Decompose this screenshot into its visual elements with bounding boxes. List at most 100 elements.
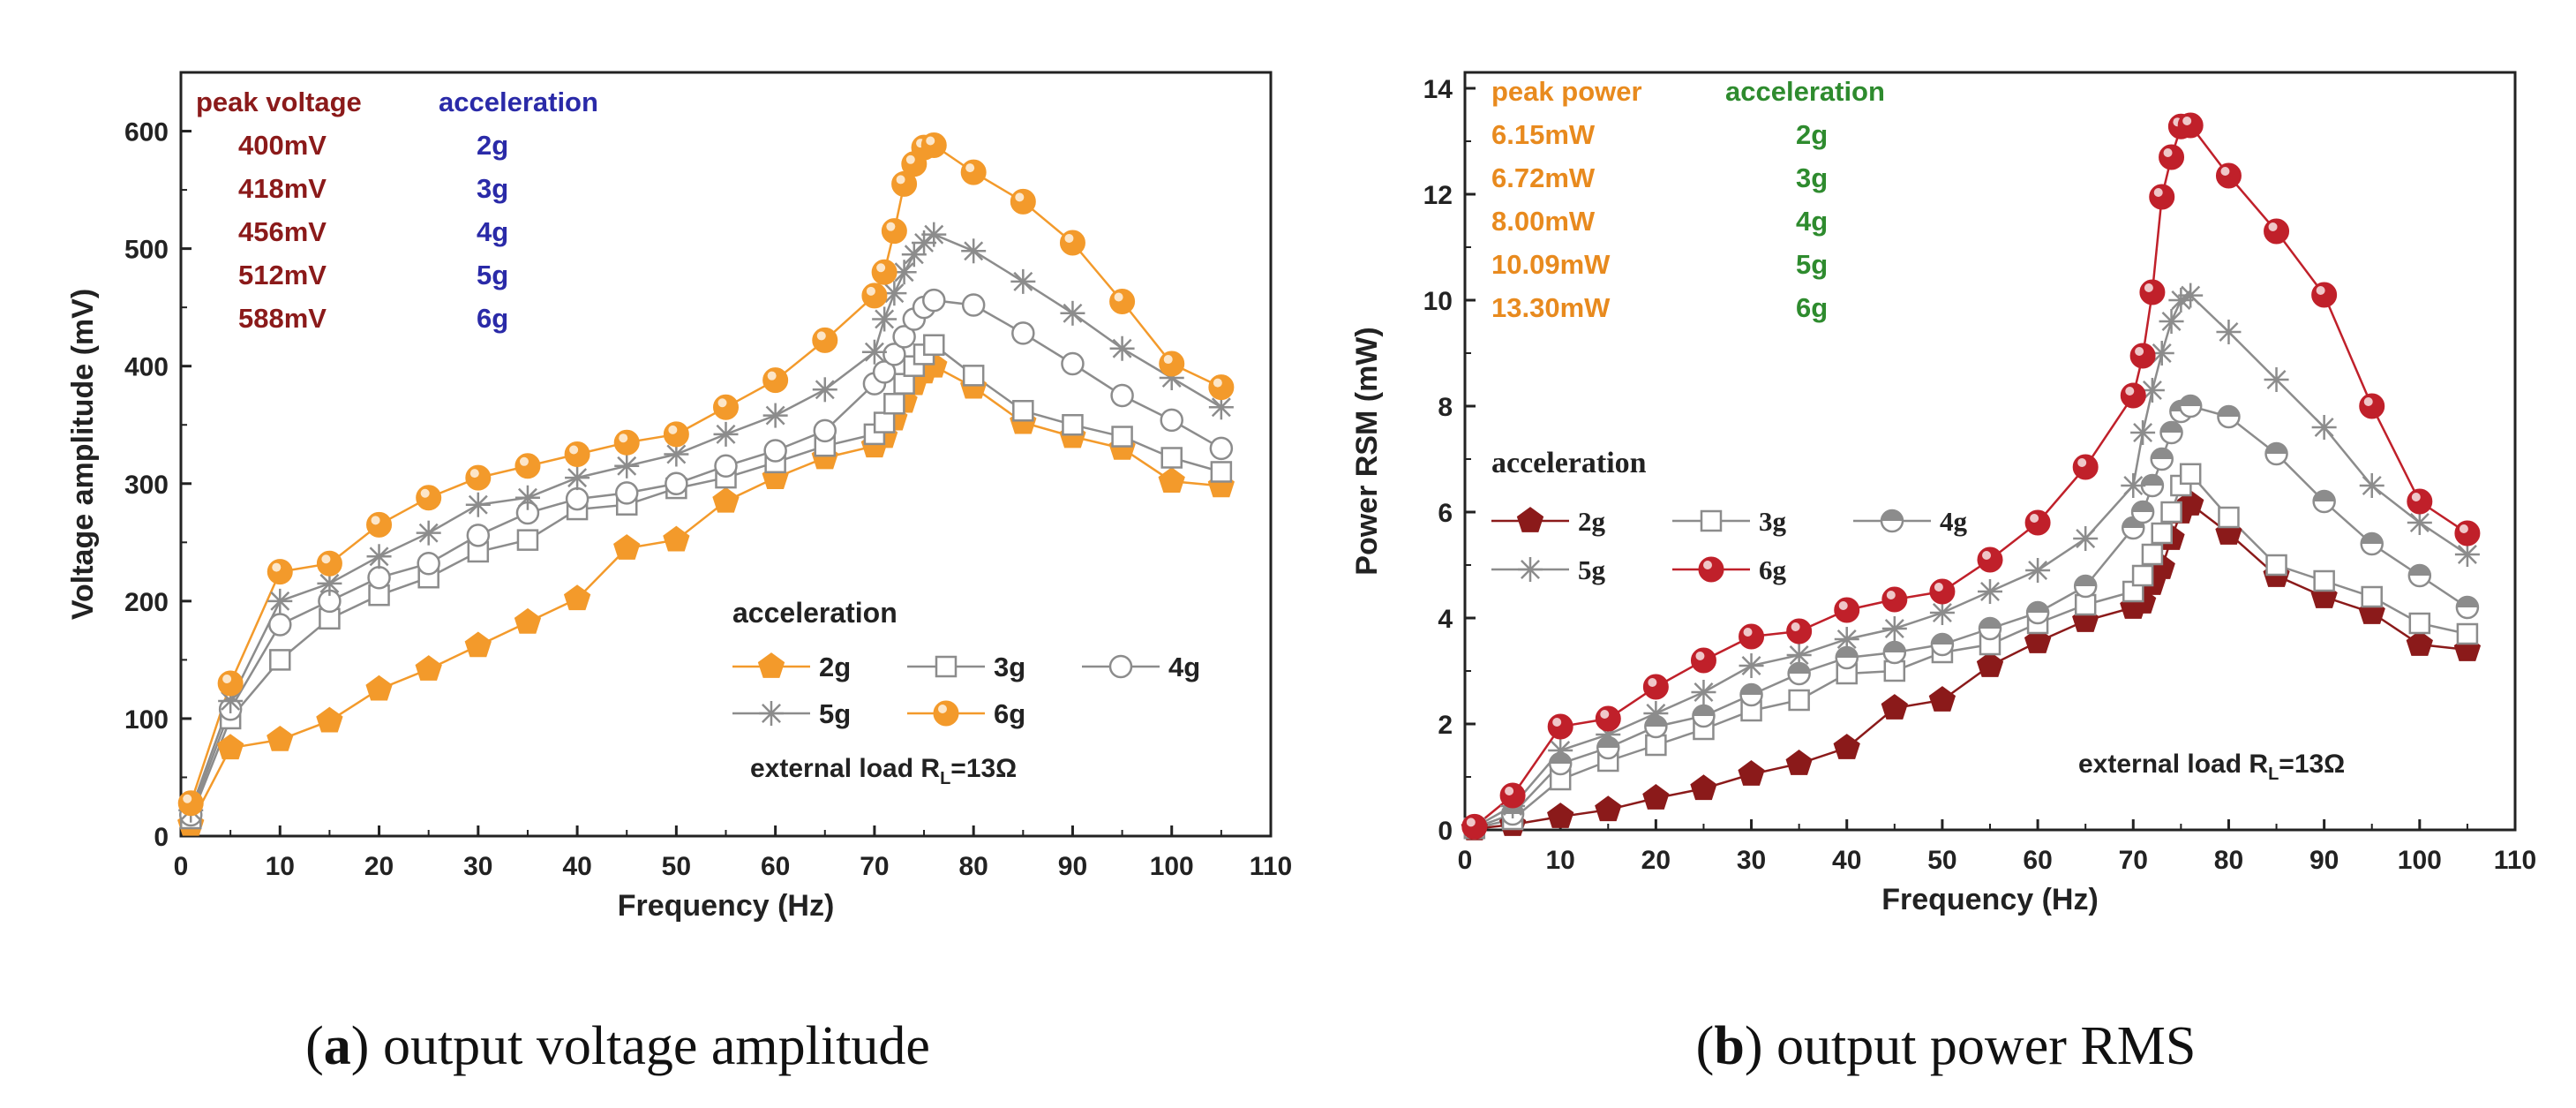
chart-b-series-6g-point-17 xyxy=(2149,184,2175,210)
chart-a-series-6g-point-24 xyxy=(1109,289,1136,314)
chart-b-series-2g-point-11-shape xyxy=(1976,652,2004,677)
chart-b-series-4g-point-10 xyxy=(1930,632,1955,657)
chart-a-series-4g-point-26 xyxy=(1209,436,1234,461)
chart-b-series-4g-point-18-half xyxy=(2160,422,2182,433)
chart-a-series-4g-point-15 xyxy=(872,360,897,384)
chart-a-series-5g-point-4-ray-3 xyxy=(369,546,389,567)
chart-a-series-4g-point-6-shape xyxy=(466,524,491,547)
chart-a-series-6g-point-1 xyxy=(217,670,244,697)
chart-b-series-4g-point-9-half xyxy=(1883,642,1905,652)
chart-a-series-6g-point-7-shape xyxy=(514,453,541,479)
chart-b-series-2g-point-7-shape xyxy=(1785,750,1813,775)
chart-b-series-3g-point-25 xyxy=(2408,612,2431,635)
chart-a-series-6g-point-14-highlight xyxy=(866,286,875,296)
chart-a-series-5g-point-22 xyxy=(1010,268,1036,294)
chart-b-series-5g-point-4 xyxy=(1643,701,1669,726)
chart-b-series-3g-point-13-shape xyxy=(2074,593,2097,616)
chart-b-series-5g-point-24-ray-3 xyxy=(2362,476,2382,495)
chart-b-series-4g-point-15-half xyxy=(2132,501,2154,512)
chart-b-series-6g-point-7-shape xyxy=(1786,618,1813,644)
chart-b-series-4g-point-8-half xyxy=(1836,647,1858,658)
chart-b-annotation-prefix: external load R xyxy=(2078,750,2268,779)
chart-b-peak-value-4g: 8.00mW xyxy=(1491,206,1596,237)
chart-a-series-5g-point-21 xyxy=(961,238,987,264)
chart-b-series-6g-point-13-shape xyxy=(2072,454,2099,480)
chart-b-series-6g-point-21-highlight xyxy=(2220,167,2230,176)
chart-b-series-4g-point-21 xyxy=(2217,404,2241,429)
chart-a-series-3g-point-21-shape xyxy=(962,365,985,387)
chart-b-series-6g-point-20-shape xyxy=(2177,112,2204,139)
chart-b-series-6g-point-18 xyxy=(2159,144,2185,170)
chart-a-series-3g-point-21 xyxy=(962,365,985,387)
chart-a-series-5g-point-15 xyxy=(872,306,897,332)
chart-a-series-4g-point-4 xyxy=(367,565,391,590)
chart-b-series-3g-point-24 xyxy=(2361,585,2383,608)
chart-b-series-5g-point-18 xyxy=(2159,309,2184,334)
chart-a-series-6g-point-10 xyxy=(663,421,689,448)
chart-a-series-4g-point-10-shape xyxy=(665,471,688,496)
chart-a-series-2g-point-6 xyxy=(464,631,492,658)
chart-a-series-6g-point-13-shape xyxy=(812,327,838,353)
chart-b-series-5g-point-13 xyxy=(2073,526,2099,551)
chart-a-series-6g-point-1-highlight xyxy=(222,675,232,683)
chart-a-series-3g-point-20-shape xyxy=(923,334,945,356)
chart-b-legend-label-4g: 4g xyxy=(1940,506,1968,537)
chart-a-peak-value-6g: 588mV xyxy=(238,303,327,334)
chart-a-series-6g-point-0 xyxy=(177,790,204,817)
chart-b-power-rms: 0 10 20 30 40 50 60 70 80 90 100 110 0 2 4 6 8 10 12 14 Freq… xyxy=(1350,71,2536,916)
chart-b-series-5g-point-14-ray-3 xyxy=(2123,476,2144,495)
chart-a-series-5g-point-13-ray-3 xyxy=(815,380,835,400)
chart-b-series-6g-point-10 xyxy=(1929,578,1956,605)
chart-a-series-4g-point-9 xyxy=(614,481,639,505)
chart-a-series-4g-point-20 xyxy=(922,288,946,313)
chart-b-series-3g-point-13 xyxy=(2074,593,2097,616)
chart-b-ytick-label-14: 14 xyxy=(1423,75,1453,104)
chart-b-series-4g-point-26 xyxy=(2455,595,2480,620)
chart-b-legend-label-6g: 6g xyxy=(1759,554,1787,585)
chart-b-series-4g-point-11-half xyxy=(1979,618,2001,629)
chart-b-series-3g-point-21-shape xyxy=(2218,506,2240,529)
chart-b-series-6g-point-6-shape xyxy=(1739,623,1765,650)
chart-a-series-6g-point-11-highlight xyxy=(717,398,727,408)
chart-b-series-3g-point-26 xyxy=(2456,622,2479,645)
chart-b-series-5g-point-9-ray-3 xyxy=(1884,619,1904,638)
chart-b-legend-marker-6g-highlight xyxy=(1703,561,1712,569)
chart-a-series-3g-point-20 xyxy=(923,334,945,356)
chart-a-series-3g-point-24-shape xyxy=(1111,426,1133,448)
chart-b-series-5g-point-15 xyxy=(2130,420,2156,445)
chart-a-series-4g-point-20-shape xyxy=(922,288,946,313)
chart-b-series-6g-point-25-shape xyxy=(2407,488,2433,515)
chart-a-series-6g-point-2-highlight xyxy=(272,562,282,572)
chart-a-xtick-label-70: 70 xyxy=(860,852,889,881)
chart-a-series-5g-point-8 xyxy=(565,465,590,491)
chart-a-legend-marker-4g xyxy=(1108,654,1133,679)
chart-b-series-3g-point-21 xyxy=(2218,506,2240,529)
chart-b-legend-marker-3g-shape xyxy=(1700,509,1723,532)
chart-a-series-2g-point-4 xyxy=(365,675,393,701)
caption-a-letter: a xyxy=(324,1016,351,1076)
chart-b-series-5g-point-21 xyxy=(2216,320,2242,344)
chart-b-series-5g-point-24 xyxy=(2359,473,2384,498)
chart-b-series-5g-point-10 xyxy=(1929,600,1955,625)
chart-b-series-2g-point-9 xyxy=(1881,694,1908,720)
chart-a-series-6g-point-12 xyxy=(762,367,789,394)
chart-a-series-5g-point-17-ray-3 xyxy=(894,262,914,283)
chart-b-series-3g-point-22 xyxy=(2265,554,2287,577)
chart-b-series-6g-point-20-highlight xyxy=(2182,117,2192,125)
chart-a-series-6g-point-0-shape xyxy=(177,790,204,817)
chart-a-series-6g-point-26-highlight xyxy=(1213,378,1222,388)
chart-b-peak-value-2g: 6.15mW xyxy=(1491,119,1596,150)
chart-b-series-6g-point-9-highlight xyxy=(1886,591,1896,599)
chart-a-series-3g-point-22-shape xyxy=(1012,400,1034,422)
chart-b-series-2g-point-8 xyxy=(1833,734,1860,759)
chart-a-series-4g-point-23 xyxy=(1061,351,1085,376)
chart-b-series-3g-point-18-shape xyxy=(2160,501,2182,524)
chart-a-series-6g-point-26-shape xyxy=(1208,374,1235,401)
chart-a-peak-value-3g: 418mV xyxy=(238,173,327,204)
chart-b-series-6g-point-8-highlight xyxy=(1838,601,1848,610)
chart-a-xtick-label-0: 0 xyxy=(174,852,189,881)
chart-a-series-2g-point-3-shape xyxy=(316,706,343,733)
chart-b-series-3g-point-23-shape xyxy=(2313,569,2335,592)
chart-b-series-6g-point-7 xyxy=(1786,618,1813,644)
chart-b-xtick-label-110: 110 xyxy=(2494,846,2536,875)
